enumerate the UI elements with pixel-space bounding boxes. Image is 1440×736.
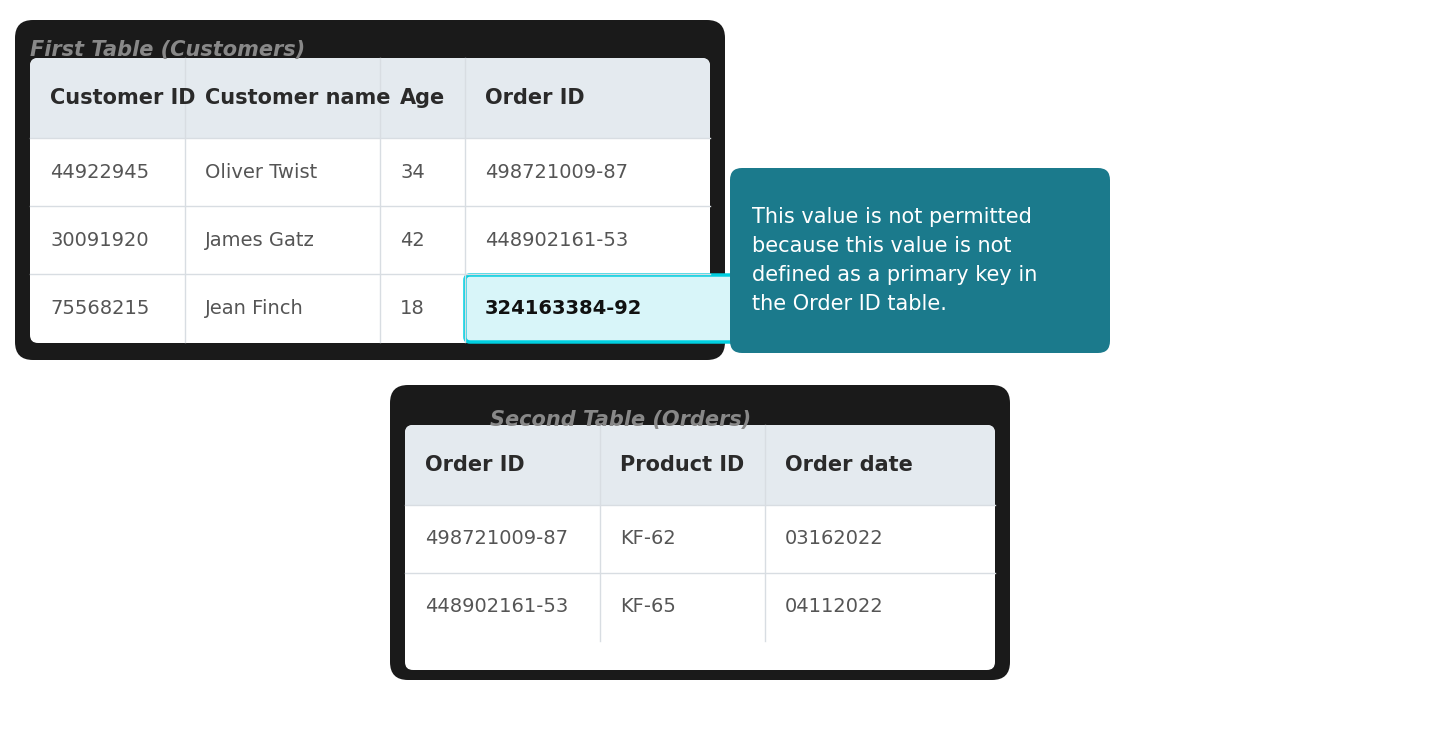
Text: 04112022: 04112022 [785, 598, 884, 617]
Text: Order date: Order date [785, 455, 913, 475]
FancyBboxPatch shape [14, 20, 724, 360]
Text: Customer ID: Customer ID [50, 88, 196, 108]
Text: KF-62: KF-62 [621, 529, 675, 548]
Text: Order ID: Order ID [425, 455, 524, 475]
Text: Order ID: Order ID [485, 88, 585, 108]
Text: 324163384-92: 324163384-92 [485, 299, 642, 317]
Text: 18: 18 [400, 299, 425, 317]
Text: 75568215: 75568215 [50, 299, 150, 317]
FancyBboxPatch shape [465, 275, 740, 342]
Text: 498721009-87: 498721009-87 [485, 163, 628, 182]
Text: James Gatz: James Gatz [204, 230, 315, 250]
Text: Age: Age [400, 88, 445, 108]
FancyBboxPatch shape [405, 425, 995, 670]
Text: Oliver Twist: Oliver Twist [204, 163, 317, 182]
Text: KF-65: KF-65 [621, 598, 675, 617]
Text: Product ID: Product ID [621, 455, 744, 475]
Text: 42: 42 [400, 230, 425, 250]
Text: 448902161-53: 448902161-53 [485, 230, 628, 250]
Text: This value is not permitted
because this value is not
defined as a primary key i: This value is not permitted because this… [752, 208, 1037, 314]
FancyBboxPatch shape [390, 385, 1009, 680]
Bar [405, 465, 995, 505]
Text: 44922945: 44922945 [50, 163, 150, 182]
FancyBboxPatch shape [30, 58, 710, 343]
Text: 448902161-53: 448902161-53 [425, 598, 569, 617]
FancyBboxPatch shape [30, 58, 710, 138]
Text: First Table (Customers): First Table (Customers) [30, 40, 305, 60]
Text: Jean Finch: Jean Finch [204, 299, 304, 317]
FancyBboxPatch shape [405, 425, 995, 505]
FancyBboxPatch shape [730, 168, 1110, 353]
Bar [30, 98, 710, 138]
Text: 30091920: 30091920 [50, 230, 148, 250]
Text: 498721009-87: 498721009-87 [425, 529, 567, 548]
Text: 34: 34 [400, 163, 425, 182]
Text: 03162022: 03162022 [785, 529, 884, 548]
Text: Second Table (Orders): Second Table (Orders) [490, 410, 752, 430]
Text: Customer name: Customer name [204, 88, 390, 108]
